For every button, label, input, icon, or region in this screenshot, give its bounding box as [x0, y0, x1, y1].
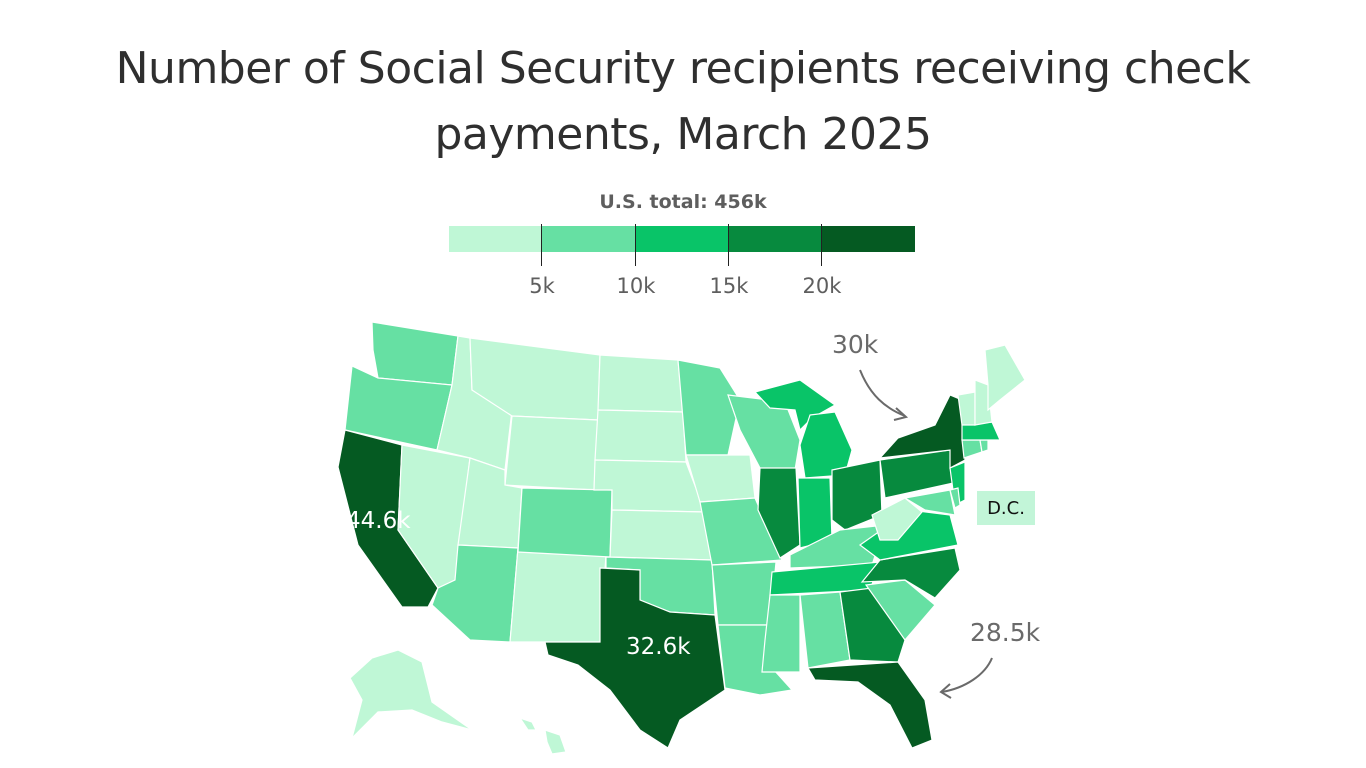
- new-york-arrowhead: [893, 407, 909, 421]
- state-south-carolina[interactable]: [864, 579, 936, 641]
- texas-value-label: 32.6k: [626, 634, 691, 660]
- legend-swatch-2: [542, 226, 636, 252]
- us-choropleth-map: [337, 321, 1026, 755]
- state-florida[interactable]: [806, 661, 933, 749]
- page-title: Number of Social Security recipients rec…: [115, 43, 1251, 160]
- state-hawaii-big-island[interactable]: [544, 729, 567, 755]
- new-york-arrow: [859, 369, 906, 417]
- legend-swatch-3: [635, 226, 729, 252]
- state-minnesota[interactable]: [677, 359, 741, 456]
- legend-label-20k: 20k: [802, 274, 842, 298]
- legend-bar: [449, 226, 916, 252]
- california-value-label: 44.6k: [346, 508, 411, 534]
- legend-tick-3: [728, 224, 729, 266]
- florida-arrowhead: [939, 683, 952, 699]
- legend-tick-4: [821, 224, 822, 266]
- state-hawaii[interactable]: [518, 716, 537, 731]
- legend-heading: U.S. total: 456k: [599, 191, 767, 213]
- florida-value-label: 28.5k: [970, 618, 1041, 647]
- state-west-virginia[interactable]: [871, 497, 923, 541]
- state-alaska[interactable]: [349, 649, 473, 740]
- legend-swatch-5: [821, 226, 916, 252]
- state-illinois[interactable]: [757, 467, 801, 559]
- legend-swatch-4: [728, 226, 822, 252]
- state-delaware[interactable]: [949, 487, 961, 509]
- legend-label-5k: 5k: [529, 274, 555, 298]
- legend-swatch-1: [449, 226, 543, 252]
- legend-label-15k: 15k: [709, 274, 749, 298]
- florida-arrow: [941, 657, 993, 693]
- legend-tick-1: [541, 224, 542, 266]
- state-georgia[interactable]: [839, 587, 906, 663]
- state-mississippi[interactable]: [761, 594, 801, 673]
- legend-label-10k: 10k: [616, 274, 656, 298]
- state-maryland[interactable]: [903, 489, 956, 516]
- state-maine[interactable]: [984, 344, 1026, 412]
- state-michigan[interactable]: [753, 379, 837, 432]
- new-york-value-label: 30k: [832, 330, 879, 359]
- legend-tick-2: [635, 224, 636, 266]
- dc-box[interactable]: D.C.: [977, 491, 1035, 525]
- state-ohio[interactable]: [831, 459, 883, 531]
- state-texas[interactable]: [544, 567, 726, 749]
